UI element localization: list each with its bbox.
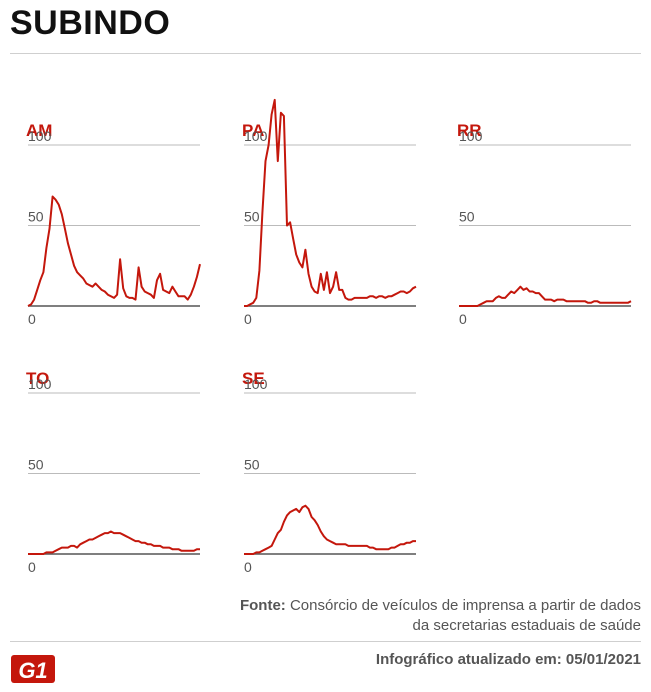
series-line bbox=[244, 98, 417, 307]
series-line bbox=[459, 285, 632, 307]
y-tick-label: 50 bbox=[244, 457, 260, 473]
bottom-divider bbox=[10, 641, 641, 642]
chart-se: SE 0 50 100 bbox=[242, 369, 416, 575]
page-title: SUBINDO bbox=[10, 4, 171, 42]
chart-title: TO bbox=[26, 369, 49, 388]
y-tick-label: 0 bbox=[28, 559, 36, 575]
updated-note: Infográfico atualizado em: 05/01/2021 bbox=[375, 651, 641, 668]
chart-title: PA bbox=[242, 121, 264, 140]
chart-title: SE bbox=[242, 369, 265, 388]
y-tick-label: 0 bbox=[459, 311, 467, 327]
source-note: Fonte: Consórcio de veículos de imprensa… bbox=[221, 596, 641, 636]
source-label: Fonte: bbox=[239, 597, 286, 614]
y-tick-label: 50 bbox=[28, 209, 44, 225]
y-tick-label: 50 bbox=[28, 457, 44, 473]
chart-rr: RR 0 50 100 bbox=[457, 121, 632, 327]
series-line bbox=[28, 530, 200, 555]
source-text: Consórcio de veículos de imprensa a part… bbox=[289, 597, 641, 634]
y-tick-label: 100 bbox=[28, 128, 52, 144]
y-tick-label: 0 bbox=[28, 311, 36, 327]
chart-title: RR bbox=[457, 121, 482, 140]
y-tick-label: 100 bbox=[28, 376, 52, 392]
top-divider bbox=[10, 53, 641, 54]
g1-logo: G1 bbox=[11, 655, 55, 683]
series-line bbox=[27, 195, 201, 307]
logo-text: G1 bbox=[18, 658, 47, 683]
chart-pa: PA 0 50 100 bbox=[242, 98, 417, 327]
y-tick-label: 100 bbox=[244, 376, 268, 392]
y-tick-label: 0 bbox=[244, 559, 252, 575]
series-line bbox=[244, 504, 416, 555]
y-tick-label: 100 bbox=[459, 128, 483, 144]
y-tick-label: 100 bbox=[244, 128, 268, 144]
y-tick-label: 50 bbox=[459, 209, 475, 225]
chart-title: AM bbox=[26, 121, 52, 140]
y-tick-label: 50 bbox=[244, 209, 260, 225]
y-tick-label: 0 bbox=[244, 311, 252, 327]
chart-to: TO 0 50 100 bbox=[26, 369, 200, 575]
chart-am: AM 0 50 100 bbox=[26, 121, 201, 327]
